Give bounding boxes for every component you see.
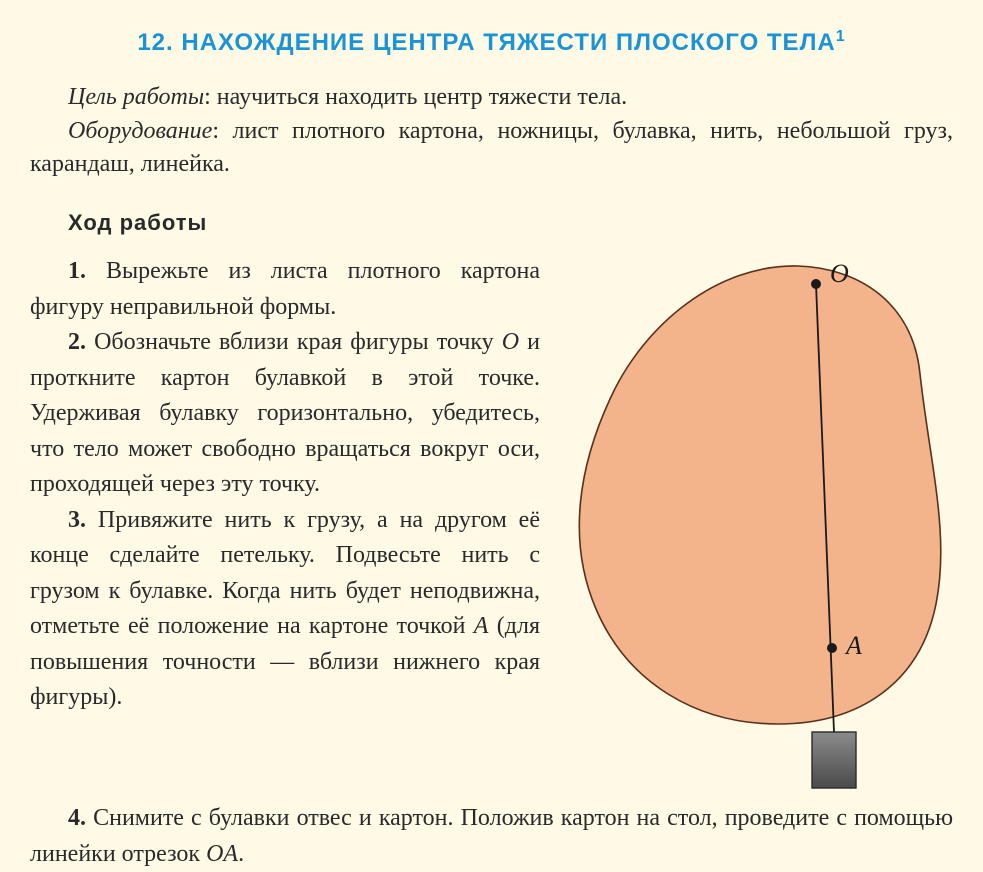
- step-1-number: 1.: [68, 258, 86, 284]
- weight-block: [812, 732, 856, 788]
- goal-label: Цель работы: [68, 84, 204, 110]
- point-a-dot: [827, 643, 837, 653]
- lab-title: 12. НАХОЖДЕНИЕ ЦЕНТРА ТЯЖЕСТИ ПЛОСКОГО Т…: [30, 28, 953, 57]
- step-2-prefix: Обозначьте вблизи края фигуры точку: [94, 329, 502, 355]
- step-4-number: 4.: [68, 805, 86, 831]
- goal-text: научиться находить центр тяжести тела.: [217, 84, 627, 110]
- step-2: 2. Обозначьте вблизи края фигуры точку O…: [30, 325, 540, 503]
- step-4-segment: OA: [206, 841, 238, 867]
- cardboard-shape: [579, 266, 940, 724]
- step-3-number: 3.: [68, 507, 86, 533]
- step-4-prefix: Снимите с булавки отвес и картон. Положи…: [30, 805, 953, 867]
- step-1: 1. Вырежьте из листа плотного картона фи…: [30, 254, 540, 325]
- step-3-point: A: [474, 613, 489, 639]
- step-4-suffix: .: [238, 841, 244, 867]
- figure-svg: O A: [558, 254, 953, 794]
- title-number: 12.: [137, 29, 173, 56]
- equipment-label: Оборудование: [68, 118, 212, 144]
- goal-line: Цель работы: научиться находить центр тя…: [30, 81, 953, 113]
- point-a-label: A: [844, 631, 862, 660]
- figure-column: O A: [558, 254, 953, 799]
- steps-column: 1. Вырежьте из листа плотного картона фи…: [30, 254, 540, 799]
- footnote-marker: 1: [836, 28, 846, 45]
- equipment-line: Оборудование: лист плотного картона, нож…: [30, 115, 953, 180]
- title-text: НАХОЖДЕНИЕ ЦЕНТРА ТЯЖЕСТИ ПЛОСКОГО ТЕЛА: [181, 29, 835, 56]
- point-o-label: O: [830, 259, 849, 288]
- step-3: 3. Привяжите нить к грузу, а на другом е…: [30, 503, 540, 716]
- content-row: 1. Вырежьте из листа плотного картона фи…: [30, 254, 953, 799]
- point-o-dot: [811, 279, 821, 289]
- procedure-heading: Ход работы: [68, 210, 953, 236]
- step-1-text: Вырежьте из листа плотного картона фигур…: [30, 258, 540, 320]
- step-2-point: O: [502, 329, 519, 355]
- step-3-prefix: Привяжите нить к грузу, а на другом её к…: [30, 507, 540, 640]
- step-2-number: 2.: [68, 329, 86, 355]
- step-4: 4. Снимите с булавки отвес и картон. Пол…: [30, 801, 953, 872]
